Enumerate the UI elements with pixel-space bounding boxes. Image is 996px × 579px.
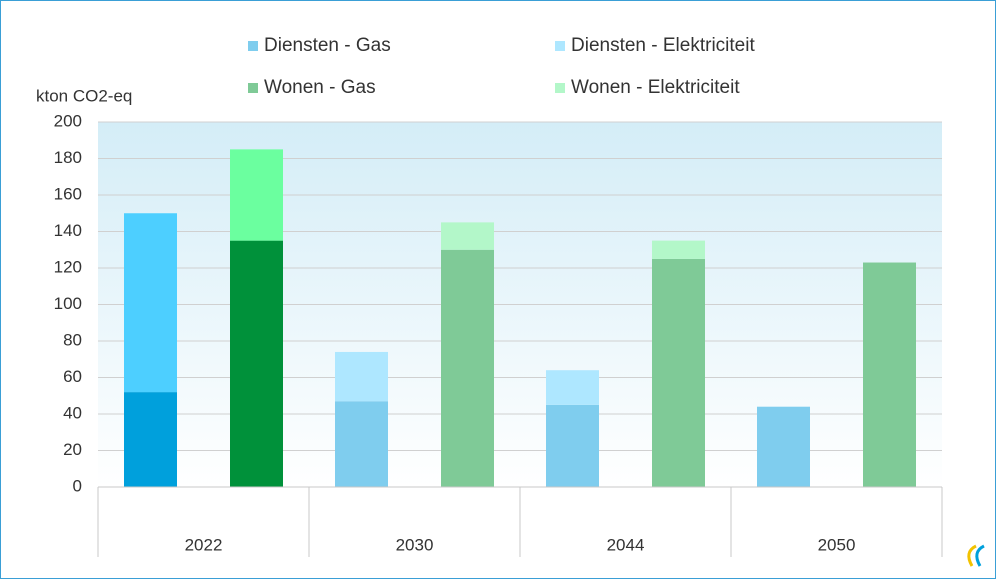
bar-segment — [230, 240, 283, 487]
legend-label: Diensten - Elektriciteit — [571, 35, 755, 56]
bar-segment — [124, 392, 177, 487]
bar-segment — [652, 240, 705, 259]
bar-segment — [441, 249, 494, 487]
y-tick-label: 60 — [63, 367, 82, 386]
bar-segment — [124, 213, 177, 393]
legend-label: Diensten - Gas — [264, 35, 391, 56]
y-tick-label: 0 — [73, 476, 82, 495]
x-tick-label: 2030 — [396, 535, 434, 554]
bar-segment — [863, 262, 916, 487]
x-tick-label: 2022 — [185, 535, 223, 554]
legend-swatch — [248, 41, 258, 51]
legend-swatch — [555, 83, 565, 93]
y-tick-label: 120 — [54, 257, 82, 276]
bar-segment — [335, 401, 388, 487]
legend-swatch — [555, 41, 565, 51]
bar-segment — [546, 370, 599, 405]
bar-segment — [546, 404, 599, 487]
legend-label: Wonen - Gas — [264, 77, 376, 98]
bar-segment — [757, 406, 810, 487]
y-tick-label: 100 — [54, 294, 82, 313]
y-tick-label: 200 — [54, 111, 82, 130]
y-tick-label: 40 — [63, 403, 82, 422]
y-axis-label: kton CO2-eq — [36, 86, 132, 105]
y-tick-label: 20 — [63, 440, 82, 459]
y-tick-label: 180 — [54, 148, 82, 167]
bar-segment — [230, 149, 283, 241]
bar-segment — [441, 222, 494, 250]
y-tick-label: 140 — [54, 221, 82, 240]
legend-swatch — [248, 83, 258, 93]
logo — [967, 544, 985, 567]
legend-label: Wonen - Elektriciteit — [571, 77, 740, 98]
y-tick-label: 160 — [54, 184, 82, 203]
y-tick-label: 80 — [63, 330, 82, 349]
x-tick-label: 2050 — [818, 535, 856, 554]
bar-segment — [652, 258, 705, 487]
x-tick-label: 2044 — [607, 535, 645, 554]
bar-segment — [335, 351, 388, 402]
legend: Diensten - Gas Diensten - Elektriciteit Wo… — [248, 35, 755, 98]
